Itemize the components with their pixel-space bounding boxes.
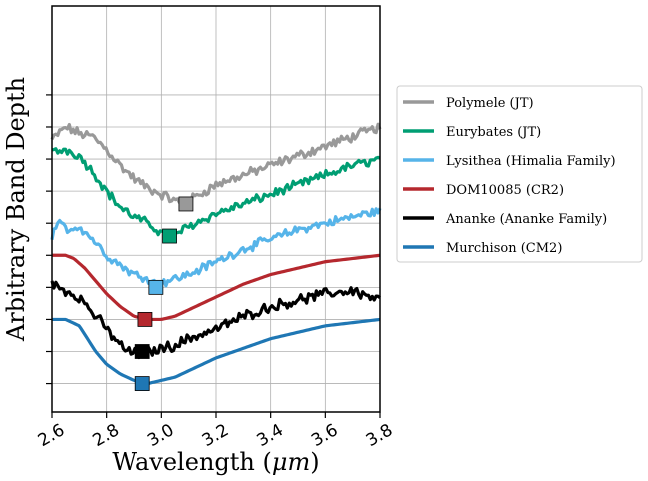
x-tick-label: 3.4 (253, 420, 286, 451)
legend-label-dom10085-cr2: DOM10085 (CR2) (446, 183, 564, 198)
x-tick-label: 2.8 (89, 420, 122, 451)
series-line-polymele-jt (50, 122, 382, 206)
legend-label-murchison-cm2: Murchison (CM2) (446, 241, 562, 256)
x-tick-label: 3.6 (308, 420, 341, 451)
band-center-marker-dom10085-cr2 (137, 312, 153, 327)
y-axis-ticks (46, 94, 52, 385)
legend: Polymele (JT) Eurybates (JT) Lysithea (Him… (396, 85, 643, 263)
band-center-marker-polymele-jt (178, 196, 194, 212)
series-line-murchison-cm2 (52, 317, 381, 385)
x-axis-title: Wavelength (μm) (112, 448, 319, 476)
x-axis-ticks: 2.6 2.8 3.0 3.2 3.4 3.6 3.8 (35, 412, 396, 451)
band-center-marker-lysithea-himalia-family (148, 279, 164, 295)
grid (51, 6, 381, 412)
series-line-eurybates-jt (51, 147, 381, 240)
legend-label-eurybates-jt: Eurybates (JT) (446, 125, 541, 140)
series-line-lysithea-himalia-family (50, 207, 382, 288)
x-tick-label: 3.8 (363, 420, 396, 451)
band-center-marker-ananke-ananke-family (134, 344, 150, 359)
series-line-ananke-ananke-family (50, 280, 381, 360)
marker-layer (134, 196, 194, 391)
x-tick-label: 3.0 (144, 420, 177, 451)
band-center-marker-eurybates-jt (162, 228, 177, 244)
series-layer (50, 122, 382, 385)
legend-label-ananke-ananke-family: Ananke (Ananke Family) (445, 212, 607, 227)
x-tick-label: 3.2 (199, 420, 232, 451)
legend-box (396, 85, 643, 263)
x-tick-label: 2.6 (35, 420, 68, 451)
legend-label-polymele-jt: Polymele (JT) (446, 96, 534, 111)
legend-label-lysithea-himalia-family: Lysithea (Himalia Family) (446, 154, 616, 169)
band-center-marker-murchison-cm2 (134, 376, 150, 391)
y-axis-title: Arbitrary Band Depth (2, 77, 30, 342)
series-line-dom10085-cr2 (52, 253, 381, 322)
